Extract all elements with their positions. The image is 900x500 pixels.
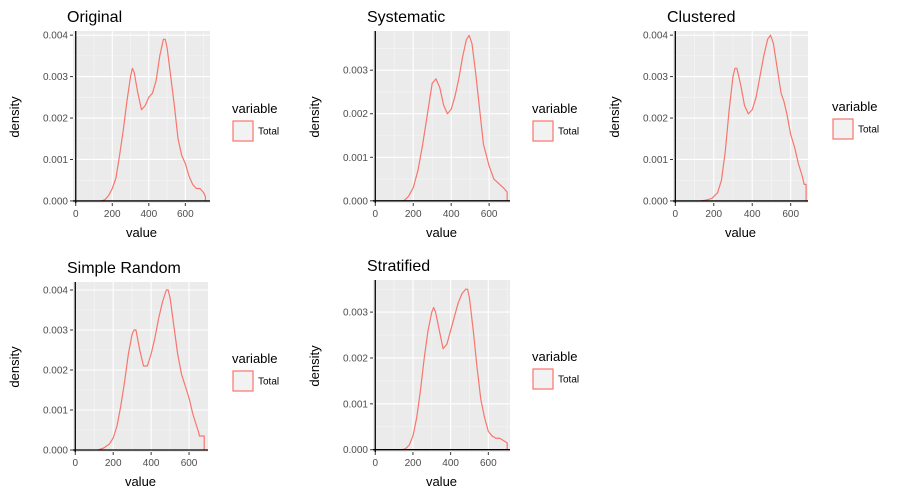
legend-label: Total [558,375,579,386]
plot-background [373,280,510,452]
panel-title: Simple Random [67,260,181,277]
panel-stratified: 0 200 400 600 0.000 0.001 0.002 0.003 Stratified… [307,258,579,489]
y-tick-label: 0.002 [343,353,368,364]
legend-title: variable [232,101,278,116]
y-tick-label: 0.000 [43,196,68,207]
x-tick-label: 200 [405,209,422,220]
legend-key [832,118,854,140]
legend-label: Total [258,377,279,388]
legend-title: variable [532,101,578,116]
x-tick-label: 0 [72,458,78,469]
legend-key [232,370,254,392]
legend-key [532,368,554,390]
legend-title: variable [832,99,878,114]
panel-original: 0 200 400 600 0.000 0.001 0.002 0.003 0.004 Origi… [7,9,279,240]
y-axis-label: density [307,96,322,138]
x-tick-label: 200 [105,458,122,469]
x-axis-label: value [725,225,756,240]
x-tick-label: 600 [481,209,498,220]
panel-title: Systematic [367,9,445,26]
y-tick-label: 0.000 [643,196,668,207]
density-curve [97,289,205,451]
legend: variable Total [232,101,279,142]
y-tick-label: 0.002 [343,109,368,120]
legend-label: Total [258,127,279,138]
plot-background [73,31,210,203]
x-axis-label: value [125,474,156,489]
x-tick-label: 0 [372,458,378,469]
legend-label: Total [558,127,579,138]
x-tick-label: 600 [181,458,198,469]
legend-title: variable [532,349,578,364]
legend-key [532,120,554,142]
density-curve [101,38,207,202]
y-tick-label: 0.004 [43,31,68,42]
legend-label: Total [858,125,879,136]
x-tick-label: 200 [104,209,121,220]
y-tick-label: 0.002 [43,114,68,125]
density-curve [401,288,508,451]
y-tick-label: 0.003 [643,72,668,83]
legend-key [232,120,254,142]
plot-background [73,282,208,452]
x-axis-label: value [426,474,457,489]
x-tick-label: 600 [782,209,799,220]
y-tick-label: 0.003 [43,326,68,337]
panel-title: Clustered [667,9,735,26]
panel-simple-random: 0 200 400 600 0.000 0.001 0.002 0.003 0.004 Simpl… [7,260,279,489]
plot-background [373,31,510,203]
y-tick-label: 0.003 [343,66,368,77]
x-tick-label: 600 [177,209,194,220]
y-axis-label: density [7,346,22,388]
y-tick-label: 0.001 [43,406,68,417]
x-tick-label: 200 [405,458,422,469]
plot-background [673,31,808,203]
y-tick-label: 0.001 [43,155,68,166]
x-tick-label: 400 [143,458,160,469]
y-axis-label: density [7,96,22,138]
y-tick-label: 0.000 [43,446,68,457]
x-tick-label: 400 [140,209,157,220]
y-tick-label: 0.002 [43,366,68,377]
x-tick-label: 600 [480,458,497,469]
y-tick-label: 0.000 [343,445,368,456]
y-axis-label: density [607,96,622,138]
panel-title: Original [67,9,122,26]
x-axis-label: value [126,225,157,240]
y-tick-label: 0.004 [643,31,668,42]
y-tick-label: 0.003 [343,308,368,319]
density-curve [403,34,508,202]
legend-title: variable [232,351,278,366]
legend: variable Total [232,351,279,392]
y-tick-label: 0.001 [343,153,368,164]
y-tick-label: 0.003 [43,72,68,83]
density-curve [700,34,807,202]
x-tick-label: 0 [73,209,79,220]
x-tick-label: 200 [705,209,722,220]
panel-title: Stratified [367,258,430,275]
x-tick-label: 0 [673,209,679,220]
panel-systematic: 0 200 400 600 0.000 0.001 0.002 0.003 Systematic… [307,9,579,240]
y-tick-label: 0.000 [343,196,368,207]
y-tick-label: 0.001 [643,155,668,166]
y-axis-label: density [307,345,322,387]
legend: variable Total [532,101,579,142]
x-tick-label: 0 [372,209,378,220]
y-tick-label: 0.002 [643,114,668,125]
legend: variable Total [532,349,579,390]
x-tick-label: 400 [442,458,459,469]
x-tick-label: 400 [443,209,460,220]
panel-clustered: 0 200 400 600 0.000 0.001 0.002 0.003 0.004 Clust… [607,9,879,240]
x-axis-label: value [426,225,457,240]
y-tick-label: 0.001 [343,399,368,410]
legend: variable Total [832,99,879,140]
y-tick-label: 0.004 [43,286,68,297]
x-tick-label: 400 [744,209,761,220]
